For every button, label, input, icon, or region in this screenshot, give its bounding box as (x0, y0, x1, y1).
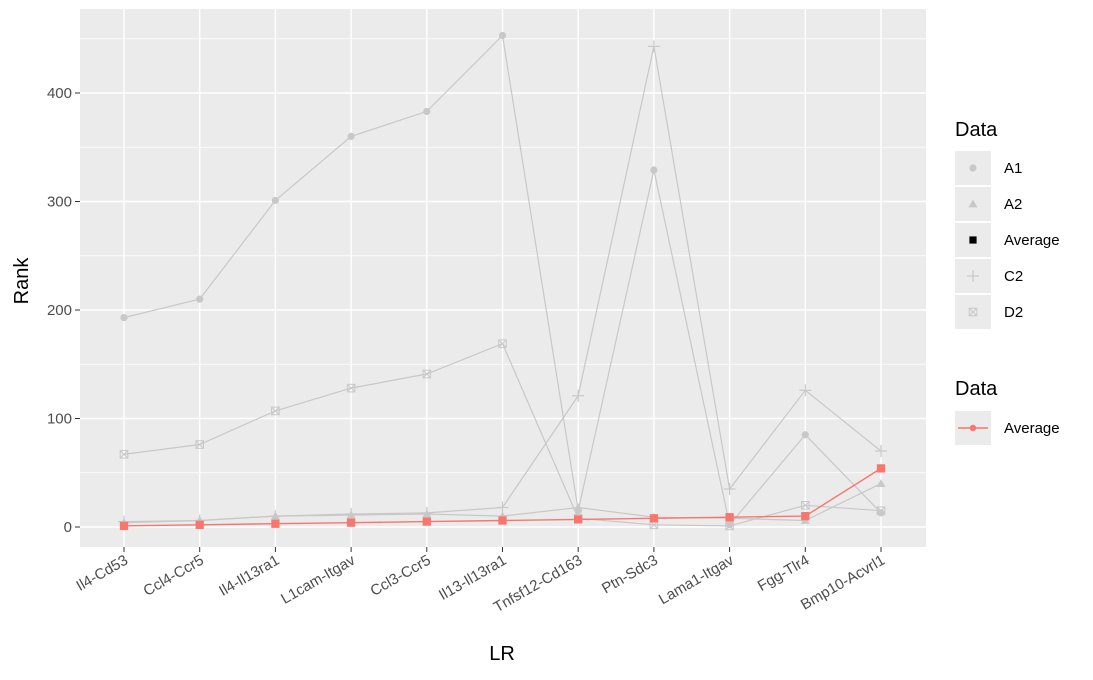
legend-key-a2 (968, 199, 978, 208)
x-tick-label: L1cam-Itgav (278, 551, 358, 607)
point-c2 (420, 506, 433, 519)
legend-shape: Data A1 A2 Average C2 D2 (955, 119, 1060, 329)
y-axis-title: Rank (11, 257, 33, 305)
point-c2 (496, 501, 509, 514)
y-tick-label: 0 (64, 519, 72, 536)
point-a1 (271, 196, 279, 205)
legend-color: Data Average (955, 378, 1060, 445)
point-average (422, 517, 431, 526)
point-average (876, 464, 886, 473)
y-tick-label: 300 (47, 194, 72, 211)
series-points (118, 31, 887, 531)
point-a1 (196, 295, 204, 303)
legend-label-a1: A1 (1004, 160, 1022, 177)
legend-key-d2 (968, 307, 978, 317)
point-c2 (345, 507, 358, 520)
y-tick-label: 200 (47, 302, 72, 319)
legend-key-a1 (969, 164, 977, 172)
legend-shape-title: Data (955, 119, 998, 141)
point-a1 (726, 521, 734, 529)
point-d2 (346, 383, 356, 393)
legend-label-c2: C2 (1004, 268, 1023, 285)
point-a1 (498, 31, 507, 40)
point-d2 (271, 406, 280, 416)
point-c2 (647, 40, 660, 53)
point-a1 (423, 107, 431, 116)
x-tick-label: Lama1-Itgav (656, 551, 737, 608)
x-tick-label: Fgg-Tlr4 (755, 552, 813, 595)
legend-label-a2: A2 (1004, 196, 1022, 213)
legend-key-c2 (967, 270, 979, 282)
point-c2 (799, 384, 812, 397)
legend-key-average (969, 236, 977, 244)
legend-label-d2: D2 (1004, 304, 1023, 321)
point-average (195, 520, 204, 529)
point-a1 (120, 313, 128, 322)
point-d2 (119, 450, 129, 459)
y-axis-ticks: 0 100 200 300 400 (47, 85, 80, 536)
x-tick-label: Ccl4-Ccr5 (140, 552, 206, 600)
point-d2 (725, 521, 734, 531)
point-c2 (572, 389, 585, 402)
point-a1 (801, 431, 809, 439)
x-tick-label: Il4-Il13ra1 (216, 552, 282, 600)
point-d2 (422, 369, 432, 379)
point-d2 (801, 501, 810, 510)
legend-label-average: Average (1004, 420, 1060, 437)
x-tick-label: Ccl3-Ccr5 (368, 552, 434, 600)
point-average (801, 512, 810, 521)
x-tick-label: Bmp10-Acvrl1 (798, 552, 888, 614)
point-c2 (875, 445, 887, 458)
point-c2 (723, 483, 736, 496)
point-average (649, 514, 659, 523)
x-tick-label: Il4-Cd53 (73, 552, 131, 595)
legend-key-dot (969, 424, 977, 432)
point-a1 (347, 132, 355, 140)
y-tick-label: 100 (47, 411, 72, 428)
point-a1 (650, 166, 658, 174)
x-tick-label: Ptn-Sdc3 (599, 552, 661, 598)
point-d2 (876, 506, 886, 516)
legend-color-title: Data (955, 378, 998, 400)
point-a2 (573, 502, 583, 511)
point-average (346, 518, 356, 527)
point-a2 (876, 479, 886, 487)
y-tick-label: 400 (47, 85, 72, 102)
point-average (725, 513, 734, 522)
point-average (271, 519, 280, 528)
point-d2 (498, 339, 507, 348)
x-axis-title: LR (489, 643, 515, 665)
point-average (574, 515, 583, 524)
point-average (119, 521, 129, 531)
point-d2 (195, 440, 204, 449)
point-average (498, 516, 507, 525)
legend-label-average: Average (1004, 232, 1060, 249)
